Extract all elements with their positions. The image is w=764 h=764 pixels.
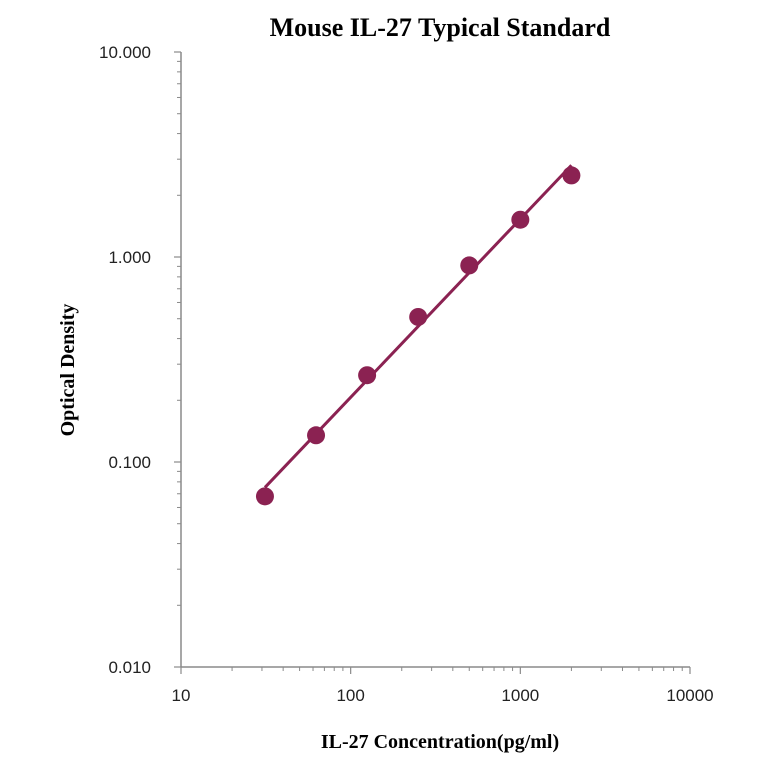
x-tick-label: 1000: [501, 686, 539, 705]
y-tick-label: 0.100: [108, 453, 151, 472]
data-point: [255, 487, 274, 506]
x-tick-label: 10: [172, 686, 191, 705]
y-tick-label: 10.000: [99, 43, 151, 62]
x-axis-label: IL-27 Concentration(pg/ml): [321, 731, 559, 753]
y-tick-label: 1.000: [108, 248, 151, 267]
ticks: [174, 51, 691, 674]
data-point: [460, 256, 479, 275]
chart-title: Mouse IL-27 Typical Standard: [270, 13, 611, 42]
data-point: [307, 426, 326, 445]
x-tick-label: 10000: [666, 686, 713, 705]
data-point: [562, 166, 581, 185]
y-axis-label: Optical Density: [57, 304, 79, 437]
data-point: [409, 307, 428, 326]
y-tick-label: 0.010: [108, 658, 151, 677]
data-point: [511, 210, 530, 229]
series-layer: [255, 164, 581, 506]
axes: [180, 52, 690, 668]
tick-labels: 10 100 1000 10000 0.010 0.100 1.000 10.000: [99, 43, 714, 705]
x-tick-label: 100: [336, 686, 364, 705]
data-point: [358, 366, 377, 385]
